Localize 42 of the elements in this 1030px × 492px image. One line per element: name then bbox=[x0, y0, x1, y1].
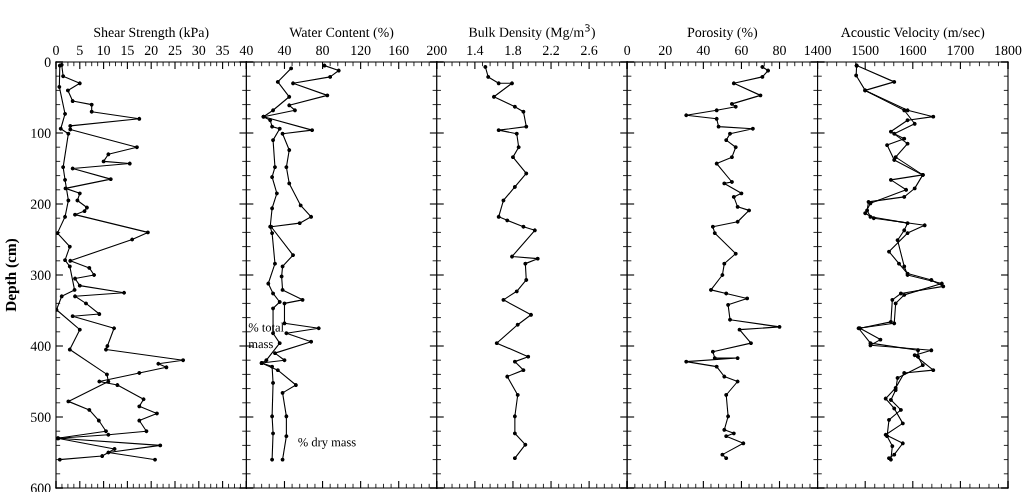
x-tick-label: 1.8 bbox=[505, 45, 522, 56]
x-axis-title: Water Content (%) bbox=[289, 27, 394, 40]
x-tick-label: 160 bbox=[389, 45, 409, 56]
x-tick-label: 1.4 bbox=[467, 45, 484, 56]
y-tick-label: 200 bbox=[30, 199, 51, 209]
x-axis-title: Acoustic Velocity (m/sec) bbox=[840, 27, 985, 40]
x-axis-title: Shear Strength (kPa) bbox=[94, 27, 209, 40]
x-tick-label: 1800 bbox=[995, 45, 1022, 56]
x-axis-title: Bulk Density (Mg/m$^{3}$) bbox=[468, 24, 595, 40]
x-tick-label: 80 bbox=[316, 45, 329, 56]
x-tick-label: 35 bbox=[216, 45, 229, 56]
annotation: % dry mass bbox=[298, 437, 356, 449]
x-tick-label: 1600 bbox=[900, 45, 927, 56]
x-tick-label: 10 bbox=[97, 45, 111, 56]
x-tick-label: 1400 bbox=[804, 45, 831, 56]
x-tick-label: 15 bbox=[121, 45, 134, 56]
x-tick-label: 120 bbox=[351, 45, 371, 56]
x-tick-label: 200 bbox=[426, 45, 447, 56]
y-tick-label: 100 bbox=[31, 128, 51, 138]
x-tick-label: 80 bbox=[773, 45, 786, 56]
x-tick-label: 60 bbox=[735, 45, 748, 56]
x-tick-label: 25 bbox=[168, 45, 182, 56]
x-tick-label: 40 bbox=[696, 45, 710, 56]
x-tick-label: 30 bbox=[192, 45, 206, 56]
y-tick-label: 500 bbox=[31, 412, 51, 422]
x-tick-label: 20 bbox=[144, 45, 158, 56]
x-tick-label: 1700 bbox=[947, 45, 974, 56]
y-tick-label: 400 bbox=[30, 341, 51, 351]
x-tick-label: 2.2 bbox=[542, 45, 559, 56]
x-tick-label: 1500 bbox=[852, 45, 879, 56]
x-tick-label: 0 bbox=[53, 45, 59, 56]
x-axis-title: Porosity (%) bbox=[687, 27, 758, 40]
x-tick-label: 40 bbox=[277, 45, 291, 56]
y-tick-label: 600 bbox=[30, 483, 51, 492]
x-tick-label: 0 bbox=[624, 45, 631, 56]
y-tick-label: 300 bbox=[30, 270, 51, 280]
y-tick-label: 0 bbox=[44, 57, 51, 67]
x-tick-label: 20 bbox=[658, 45, 672, 56]
y-axis-title: Depth (cm) bbox=[5, 238, 20, 312]
x-tick-label: 2.6 bbox=[581, 45, 598, 56]
x-tick-label: 5 bbox=[77, 45, 83, 56]
x-tick-label: 40 bbox=[239, 45, 253, 56]
